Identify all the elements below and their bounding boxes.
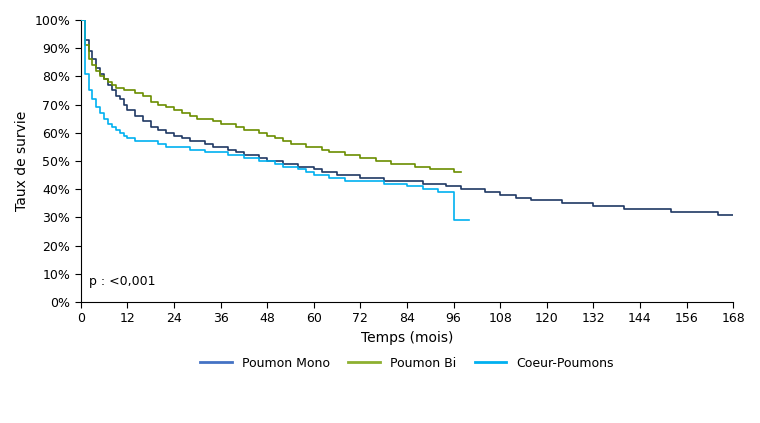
- Legend: Poumon Mono, Poumon Bi, Coeur-Poumons: Poumon Mono, Poumon Bi, Coeur-Poumons: [195, 352, 619, 375]
- Text: p : <0,001: p : <0,001: [89, 275, 155, 288]
- Y-axis label: Taux de survie: Taux de survie: [15, 111, 29, 211]
- X-axis label: Temps (mois): Temps (mois): [361, 331, 453, 345]
